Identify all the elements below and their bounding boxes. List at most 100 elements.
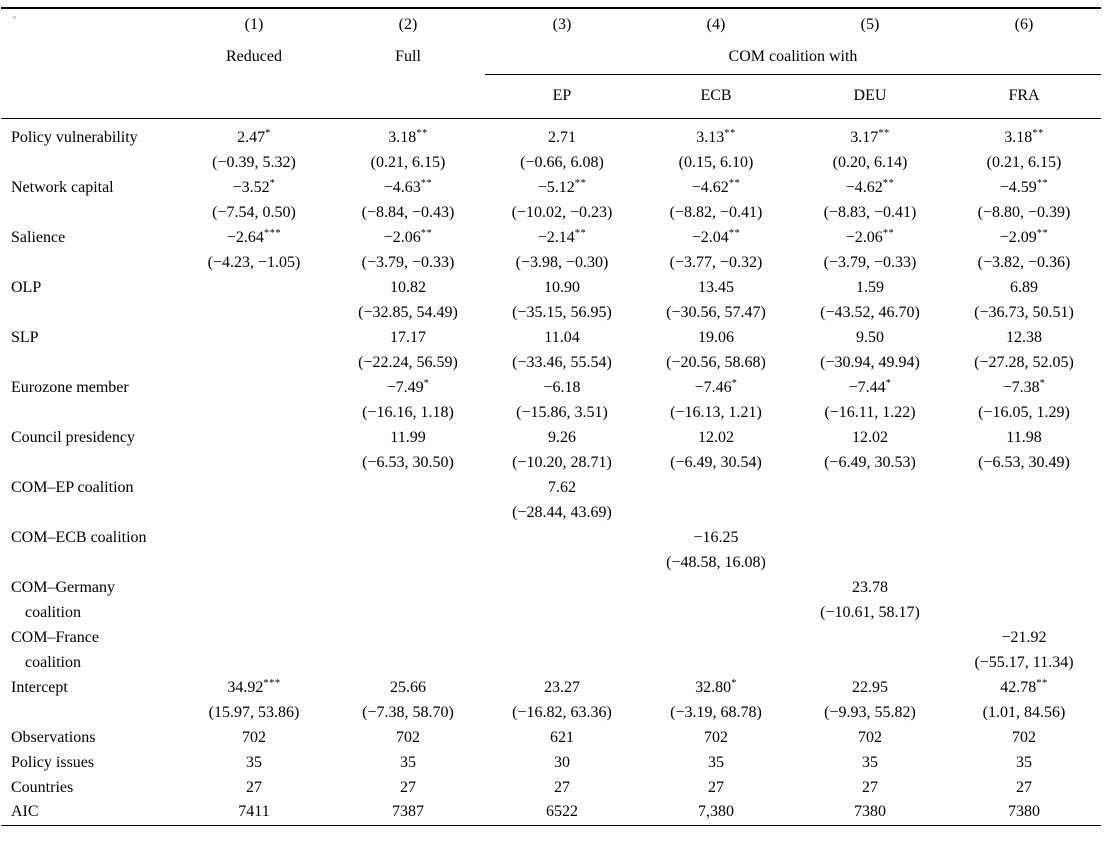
coef-estimate: 3.17 (850, 128, 879, 146)
ci-interval: (−7.54, 0.50) (212, 203, 296, 221)
coef-estimate: −7.49 (386, 378, 424, 396)
stat-value: 702 (858, 728, 882, 746)
coef-estimate-cell (177, 525, 331, 550)
coef-estimate-cell (177, 375, 331, 400)
significance-stars: ** (882, 177, 895, 189)
stat-value: 702 (1012, 728, 1036, 746)
ci-interval: (−8.84, −0.43) (361, 203, 455, 221)
coef-row: COM–EP coalition 7.62 (1, 475, 1101, 500)
coef-estimate-cell: 2.47* (177, 118, 331, 150)
coef-estimate: −2.64 (226, 228, 264, 246)
coef-estimate: −4.62 (845, 178, 883, 196)
coef-estimate-cell: 17.17 (331, 325, 485, 350)
model-number-header: (5) (860, 15, 880, 33)
stat-value: 27 (400, 778, 416, 796)
coef-estimate: 6.89 (1010, 278, 1038, 296)
coef-estimate-cell (793, 625, 947, 650)
significance-stars: ** (574, 227, 587, 239)
coef-estimate-cell: 13.45 (639, 275, 793, 300)
stat-label: Policy issues (11, 753, 95, 771)
empty-cell (1, 40, 177, 74)
coef-estimate-cell (177, 475, 331, 500)
coef-row: Salience −2.64*** −2.06** −2.14** −2.04** −2.… (1, 225, 1101, 250)
ci-interval: (1.01, 84.56) (982, 703, 1066, 721)
ci-interval (639, 600, 793, 625)
coef-estimate-cell: −7.44* (793, 375, 947, 400)
coef-estimate: 23.27 (544, 678, 580, 696)
ci-interval: (−10.61, 58.17) (820, 603, 920, 621)
coalition-column-header: ECB (639, 74, 793, 119)
coef-estimate: 2.47 (237, 128, 266, 146)
ci-interval: (−35.15, 56.95) (512, 303, 612, 321)
ci-interval: (−6.49, 30.53) (824, 453, 916, 471)
stat-value: 621 (550, 728, 574, 746)
ci-interval: (−3.79, −0.33) (361, 253, 455, 271)
ci-interval: (−30.94, 49.94) (820, 353, 920, 371)
significance-stars: ** (420, 177, 433, 189)
coef-estimate-cell: −4.62** (793, 175, 947, 200)
ci-interval (793, 650, 947, 675)
ci-interval: (−20.56, 58.68) (666, 353, 766, 371)
model-number-header: (4) (706, 15, 726, 33)
row-label-line2 (1, 250, 177, 275)
coef-estimate-cell: 12.02 (639, 425, 793, 450)
ci-interval: (−32.85, 54.49) (358, 303, 458, 321)
significance-stars: ** (416, 127, 428, 139)
coef-row: COM–France −21.92 (1, 625, 1101, 650)
coef-estimate-cell (177, 275, 331, 300)
row-label: Salience (11, 228, 66, 246)
stat-value: 27 (708, 778, 724, 796)
coef-estimate: 11.98 (1006, 428, 1042, 446)
empty-cell (1, 74, 177, 119)
row-label: Intercept (11, 678, 68, 696)
significance-stars: * (731, 377, 738, 389)
ci-interval: (−0.39, 5.32) (212, 153, 296, 171)
ci-row: (−0.39, 5.32) (0.21, 6.15) (−0.66, 6.08) (0… (1, 150, 1101, 175)
coef-estimate-cell: 6.89 (947, 275, 1101, 300)
stat-value: 7411 (238, 803, 270, 821)
coef-estimate: 42.78 (1000, 678, 1037, 696)
ci-interval: (−7.38, 58.70) (362, 703, 454, 721)
coef-estimate: −3.52 (232, 178, 270, 196)
ci-interval: (−3.98, −0.30) (515, 253, 609, 271)
coef-estimate: −2.06 (383, 228, 421, 246)
coef-estimate: −2.14 (537, 228, 575, 246)
coef-estimate: −4.62 (691, 178, 729, 196)
coef-estimate: 7.62 (548, 478, 576, 496)
coef-estimate: 10.82 (390, 278, 426, 296)
coef-estimate: 32.80 (695, 678, 732, 696)
coef-estimate-cell: −5.12** (485, 175, 639, 200)
ci-interval (639, 500, 793, 525)
ci-interval: (−16.13, 1.21) (670, 403, 762, 421)
ci-interval (177, 350, 331, 375)
ci-interval: (−3.79, −0.33) (823, 253, 917, 271)
coef-row: Eurozone member −7.49* −6.18 −7.46* −7.44* −7… (1, 375, 1101, 400)
ci-row: (−4.23, −1.05) (−3.79, −0.33) (−3.98, −0.3… (1, 250, 1101, 275)
ci-interval: (−6.53, 30.49) (978, 453, 1070, 471)
row-label: Network capital (11, 178, 114, 196)
coef-estimate-cell (331, 525, 485, 550)
ci-interval: (15.97, 53.86) (208, 703, 300, 721)
coef-estimate: 12.02 (852, 428, 888, 446)
coef-estimate: 25.66 (390, 678, 426, 696)
coef-estimate-cell: −4.63** (331, 175, 485, 200)
row-label: COM–France (11, 628, 99, 646)
ci-interval (177, 650, 331, 675)
ci-interval: (−3.82, −0.36) (977, 253, 1071, 271)
coef-estimate-cell: 19.06 (639, 325, 793, 350)
ci-row: coalition (−55.17, 11.34) (1, 650, 1101, 675)
ci-interval: (0.20, 6.14) (832, 153, 908, 171)
coef-estimate: −7.38 (1002, 378, 1040, 396)
coef-row: Policy vulnerability 2.47* 3.18** 2.71 3.13*… (1, 118, 1101, 150)
stat-value: 7,380 (698, 803, 734, 821)
ci-interval (485, 650, 639, 675)
corner-mark: ´ (11, 13, 17, 28)
significance-stars: ** (878, 127, 890, 139)
ci-interval: (−28.44, 43.69) (512, 503, 612, 521)
coef-estimate: 9.26 (548, 428, 576, 446)
row-label-line2: coalition (25, 653, 81, 671)
ci-interval: (−30.56, 57.47) (666, 303, 766, 321)
coef-estimate-cell: −6.18 (485, 375, 639, 400)
corner-cell: ´ (1, 8, 177, 40)
coef-estimate-cell (331, 475, 485, 500)
